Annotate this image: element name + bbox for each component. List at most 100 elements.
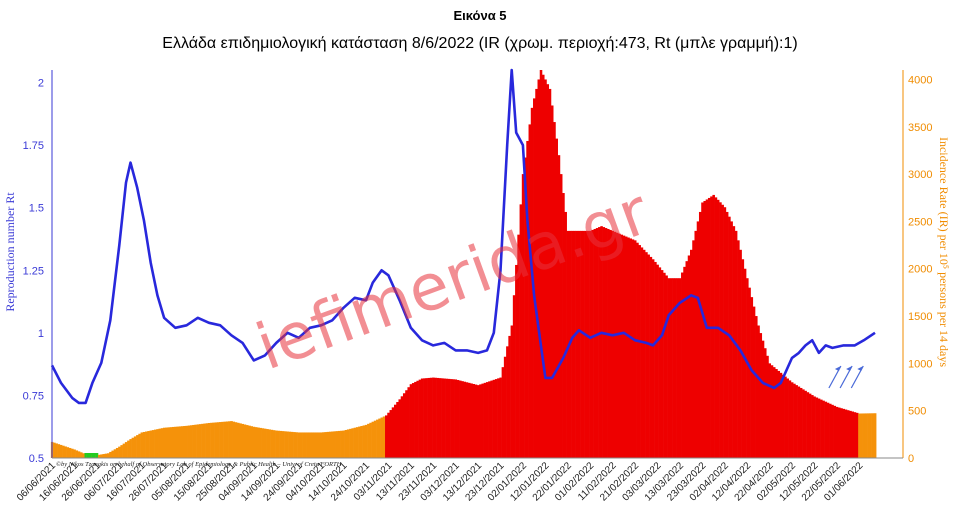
ir-bar bbox=[225, 421, 229, 458]
ir-bar bbox=[147, 431, 150, 458]
ir-bar bbox=[120, 445, 123, 458]
ir-bar bbox=[604, 228, 608, 458]
ir-bar bbox=[380, 417, 384, 458]
ir-bar bbox=[533, 98, 536, 458]
ir-bar bbox=[382, 416, 386, 458]
left-axis-label: Reproduction number Rt bbox=[3, 192, 17, 312]
ir-bar bbox=[546, 84, 550, 458]
ir-bar bbox=[151, 430, 155, 458]
ir-bar bbox=[627, 237, 630, 458]
ir-bar bbox=[694, 230, 698, 458]
ir-bar bbox=[187, 425, 191, 458]
ir-bar bbox=[434, 377, 437, 458]
ir-bar bbox=[252, 426, 256, 458]
ir-bar bbox=[685, 261, 689, 458]
ir-bar bbox=[690, 249, 693, 458]
ir-bar bbox=[844, 409, 848, 458]
ir-bar bbox=[595, 228, 599, 458]
ir-bar bbox=[344, 429, 348, 458]
ir-bar bbox=[198, 424, 202, 458]
ir-bar bbox=[171, 426, 175, 458]
ir-bar bbox=[333, 431, 336, 458]
ir-bar bbox=[241, 423, 245, 458]
ir-bar bbox=[232, 421, 236, 458]
ir-bar bbox=[297, 432, 301, 458]
right-axis-label: Incidence Rate (IR) per 10⁵ persons per … bbox=[937, 137, 951, 367]
ir-bar bbox=[113, 449, 117, 458]
ir-bar bbox=[752, 306, 756, 458]
ir-bar bbox=[216, 422, 220, 458]
ir-bar bbox=[293, 432, 296, 458]
y-left-tick-label: 2 bbox=[38, 78, 44, 90]
ir-bar bbox=[589, 230, 592, 458]
ir-bar bbox=[454, 379, 458, 458]
ir-bar bbox=[189, 425, 193, 458]
ir-bar bbox=[550, 105, 554, 459]
ir-bar bbox=[243, 424, 247, 458]
ir-bar bbox=[97, 454, 101, 458]
ir-bar bbox=[842, 408, 846, 458]
ir-bar bbox=[158, 428, 162, 458]
ir-bar bbox=[600, 226, 603, 458]
credit-text: ©by Nikos Tzanakis on behalf of Observat… bbox=[56, 461, 342, 468]
ir-bar bbox=[822, 400, 825, 458]
ir-bar bbox=[75, 450, 79, 458]
ir-bar bbox=[806, 392, 810, 458]
ir-bar bbox=[250, 426, 253, 458]
ir-bar bbox=[400, 396, 404, 458]
annotation-arrow-head bbox=[846, 366, 853, 371]
ir-bar bbox=[831, 404, 834, 458]
ir-bar bbox=[820, 399, 823, 458]
ir-bar bbox=[573, 230, 576, 458]
ir-bar bbox=[322, 432, 325, 458]
ir-bar bbox=[71, 448, 74, 458]
ir-bar bbox=[649, 256, 653, 458]
y-right-tick-label: 4000 bbox=[908, 75, 932, 87]
ir-bar bbox=[739, 249, 742, 458]
ir-bar bbox=[537, 79, 541, 459]
ir-bar bbox=[299, 432, 303, 458]
ir-bar bbox=[272, 430, 276, 458]
ir-bar bbox=[824, 401, 828, 458]
ir-bar bbox=[808, 393, 812, 458]
annotation-arrows bbox=[828, 365, 864, 389]
ir-bar bbox=[559, 174, 563, 458]
ir-bar bbox=[207, 422, 211, 458]
ir-bar bbox=[609, 229, 612, 458]
ir-bar bbox=[591, 229, 594, 458]
ir-bar bbox=[405, 390, 408, 458]
ir-bar bbox=[663, 272, 666, 458]
ir-bar bbox=[319, 432, 323, 458]
ir-bar bbox=[755, 316, 758, 458]
ir-bar bbox=[456, 380, 460, 458]
ir-bar bbox=[826, 402, 830, 458]
ir-bar bbox=[407, 387, 410, 458]
ir-bar bbox=[436, 377, 440, 458]
ir-bar bbox=[66, 447, 70, 458]
ir-bar bbox=[438, 378, 442, 458]
ir-bar bbox=[212, 422, 215, 458]
ir-bar bbox=[266, 429, 269, 458]
ir-bar bbox=[210, 422, 213, 458]
ir-bar bbox=[279, 430, 283, 458]
ir-bar bbox=[799, 387, 803, 458]
ir-bar bbox=[629, 238, 632, 458]
ir-bar bbox=[136, 435, 139, 458]
y-right-tick-label: 1000 bbox=[908, 358, 932, 370]
y-left-tick-label: 0.75 bbox=[23, 390, 44, 402]
ir-bar bbox=[743, 268, 747, 458]
ir-bar bbox=[371, 421, 375, 458]
ir-bar bbox=[57, 444, 61, 458]
ir-bar bbox=[450, 379, 453, 458]
ir-bar bbox=[420, 378, 424, 458]
y-right-tick-label: 3000 bbox=[908, 169, 932, 181]
ir-bar bbox=[790, 382, 794, 458]
ir-bar bbox=[851, 411, 854, 458]
ir-bar bbox=[109, 451, 112, 458]
ir-bar bbox=[311, 432, 314, 458]
ir-bar bbox=[862, 413, 866, 458]
ir-bar bbox=[167, 427, 171, 458]
ir-bar bbox=[658, 267, 662, 458]
ir-bar bbox=[622, 235, 626, 458]
ir-bar bbox=[270, 429, 274, 458]
